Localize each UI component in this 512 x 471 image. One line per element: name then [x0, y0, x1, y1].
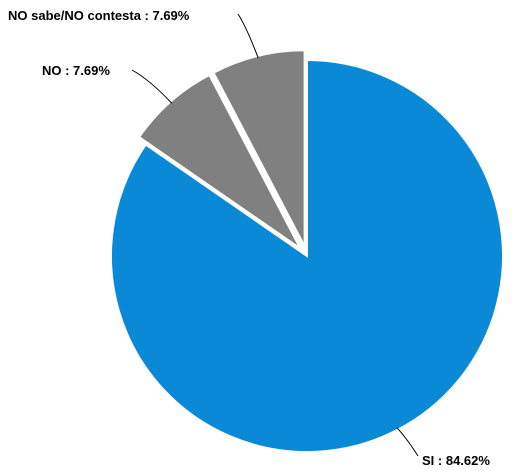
leader-line-si — [396, 427, 419, 457]
leader-lines — [131, 13, 419, 457]
leader-line-no-sabe — [237, 13, 259, 59]
pie-slices — [110, 49, 504, 453]
slice-label-si: SI : 84.62% — [422, 453, 490, 468]
slice-label-no-sabe: NO sabe/NO contesta : 7.69% — [8, 8, 190, 23]
leader-line-no — [131, 69, 173, 104]
slice-labels: SI : 84.62% NO : 7.69% NO sabe/NO contes… — [8, 8, 490, 468]
slice-label-no: NO : 7.69% — [42, 63, 110, 78]
